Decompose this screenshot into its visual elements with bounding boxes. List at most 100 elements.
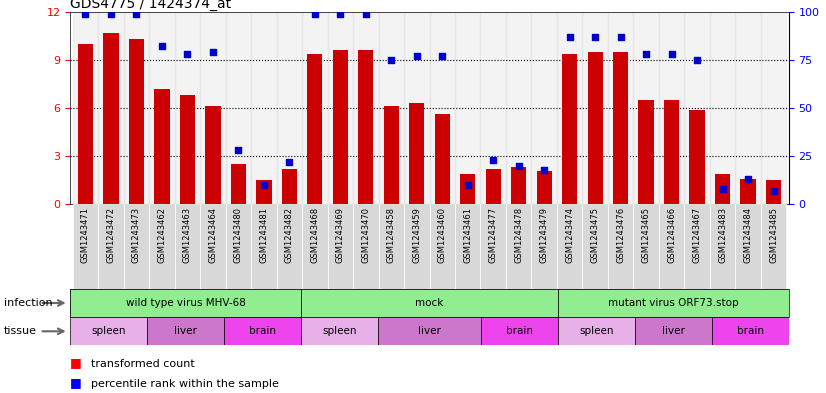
Point xyxy=(334,11,347,17)
Bar xyxy=(353,12,378,204)
Text: GSM1243463: GSM1243463 xyxy=(183,207,192,263)
Bar xyxy=(558,289,789,317)
Text: mutant virus ORF73.stop: mutant virus ORF73.stop xyxy=(608,298,738,308)
Text: mock: mock xyxy=(415,298,444,308)
Text: GSM1243473: GSM1243473 xyxy=(132,207,141,263)
Bar xyxy=(358,50,373,204)
Bar xyxy=(506,12,531,204)
Point xyxy=(691,57,704,63)
Bar xyxy=(455,12,481,204)
Text: ■: ■ xyxy=(70,376,82,389)
Bar xyxy=(710,204,735,289)
Bar xyxy=(511,167,526,204)
Bar xyxy=(277,12,302,204)
Text: GSM1243468: GSM1243468 xyxy=(311,207,320,263)
Point xyxy=(716,186,729,192)
Text: GSM1243469: GSM1243469 xyxy=(336,207,344,263)
Bar xyxy=(506,204,531,289)
Bar xyxy=(282,169,297,204)
Bar xyxy=(353,204,378,289)
Bar xyxy=(562,53,577,204)
Bar xyxy=(150,204,174,289)
Bar xyxy=(735,12,761,204)
Text: GDS4775 / 1424374_at: GDS4775 / 1424374_at xyxy=(70,0,231,11)
Bar xyxy=(98,12,124,204)
Bar xyxy=(328,204,353,289)
Bar xyxy=(70,317,147,345)
Text: transformed count: transformed count xyxy=(91,359,195,369)
Point xyxy=(435,53,449,59)
Text: liver: liver xyxy=(662,326,685,336)
Bar xyxy=(685,204,710,289)
Bar xyxy=(256,180,272,204)
Point xyxy=(79,11,93,17)
Bar xyxy=(174,204,200,289)
Text: GSM1243466: GSM1243466 xyxy=(667,207,676,263)
Text: GSM1243461: GSM1243461 xyxy=(463,207,472,263)
Bar xyxy=(558,317,635,345)
Bar xyxy=(659,204,685,289)
Bar xyxy=(383,107,399,204)
Point xyxy=(155,43,169,50)
Text: spleen: spleen xyxy=(322,326,357,336)
Text: brain: brain xyxy=(737,326,764,336)
Bar xyxy=(664,100,679,204)
Text: GSM1243464: GSM1243464 xyxy=(208,207,217,263)
Text: wild type virus MHV-68: wild type virus MHV-68 xyxy=(126,298,245,308)
Bar xyxy=(78,44,93,204)
Bar xyxy=(200,12,225,204)
Text: GSM1243478: GSM1243478 xyxy=(515,207,523,263)
Bar xyxy=(531,204,557,289)
Text: spleen: spleen xyxy=(92,326,126,336)
Bar xyxy=(715,174,730,204)
Text: GSM1243460: GSM1243460 xyxy=(438,207,447,263)
Bar xyxy=(301,317,378,345)
Bar xyxy=(761,204,786,289)
Point xyxy=(742,176,755,182)
Bar xyxy=(712,317,789,345)
Bar xyxy=(301,289,558,317)
Bar xyxy=(481,317,558,345)
Bar xyxy=(735,204,761,289)
Point xyxy=(232,147,245,154)
Bar xyxy=(582,204,608,289)
Bar xyxy=(404,12,430,204)
Text: infection: infection xyxy=(4,298,53,308)
Bar xyxy=(73,12,98,204)
Bar xyxy=(180,95,195,204)
Bar xyxy=(685,12,710,204)
Text: GSM1243471: GSM1243471 xyxy=(81,207,90,263)
Bar xyxy=(434,114,450,204)
Bar xyxy=(766,180,781,204)
Bar xyxy=(481,12,506,204)
Bar xyxy=(302,12,328,204)
Bar xyxy=(147,317,224,345)
Bar xyxy=(455,204,481,289)
Bar xyxy=(328,12,353,204)
Bar xyxy=(251,204,277,289)
Point xyxy=(512,163,525,169)
Point xyxy=(308,11,321,17)
Point xyxy=(767,188,780,194)
Bar xyxy=(378,12,404,204)
Text: GSM1243472: GSM1243472 xyxy=(107,207,116,263)
Bar xyxy=(150,12,174,204)
Text: spleen: spleen xyxy=(579,326,614,336)
Text: GSM1243467: GSM1243467 xyxy=(692,207,701,263)
Bar xyxy=(225,12,251,204)
Text: liver: liver xyxy=(174,326,197,336)
Text: brain: brain xyxy=(249,326,276,336)
Bar xyxy=(277,204,302,289)
Point xyxy=(538,167,551,173)
Text: GSM1243458: GSM1243458 xyxy=(387,207,396,263)
Point xyxy=(206,49,220,55)
Text: GSM1243479: GSM1243479 xyxy=(539,207,548,263)
Text: brain: brain xyxy=(506,326,533,336)
Text: GSM1243482: GSM1243482 xyxy=(285,207,294,263)
Bar xyxy=(587,52,603,204)
Bar xyxy=(613,52,629,204)
Bar xyxy=(430,204,455,289)
Bar xyxy=(557,12,582,204)
Point xyxy=(181,51,194,57)
Bar xyxy=(98,204,124,289)
